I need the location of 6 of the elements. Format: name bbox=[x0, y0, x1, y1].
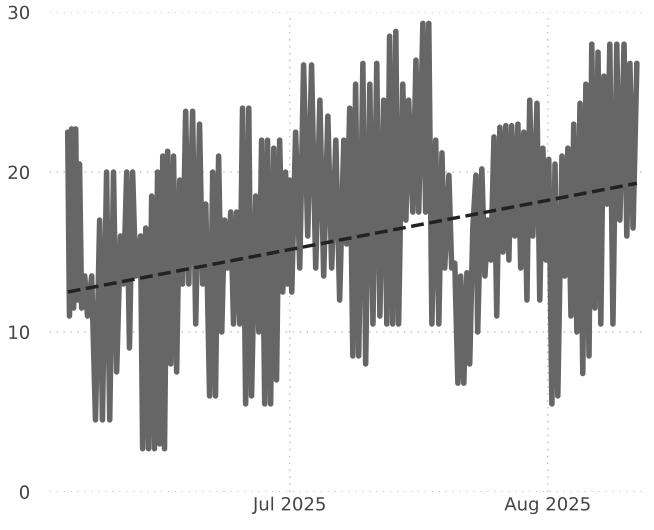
x-tick-label: Aug 2025 bbox=[504, 497, 590, 514]
y-tick-label: 10 bbox=[9, 325, 30, 340]
y-tick-label: 30 bbox=[8, 6, 30, 20]
y-tick-label: 20 bbox=[8, 166, 30, 180]
x-tick-label: Jul 2025 bbox=[252, 496, 325, 514]
y-tick-label: 0 bbox=[20, 485, 30, 499]
